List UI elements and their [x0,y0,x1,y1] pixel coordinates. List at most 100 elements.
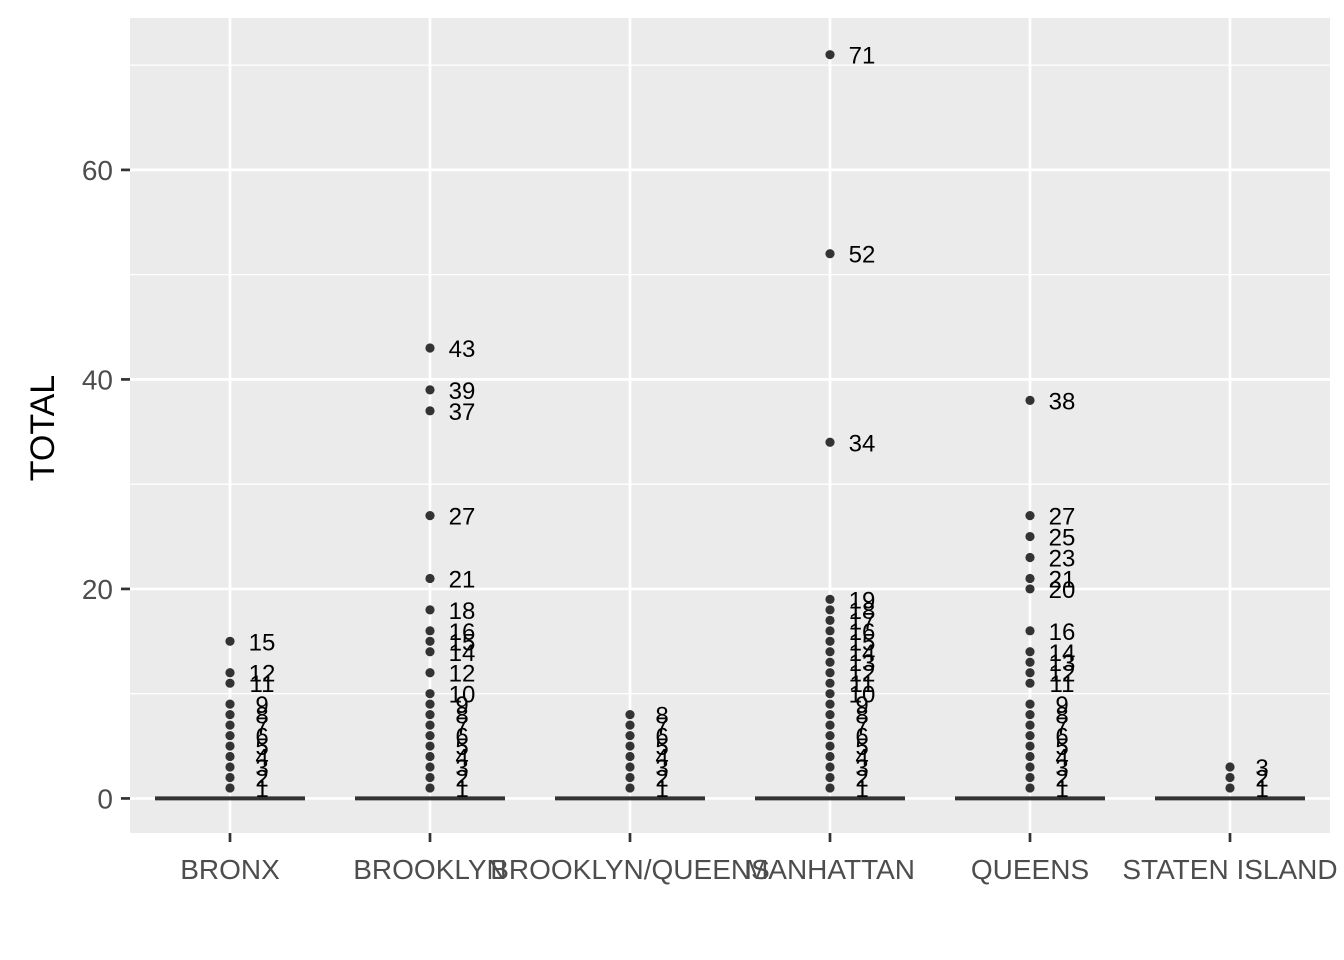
point-labels: 1234567891112151234567891012141516182127… [249,43,1269,803]
outlier-point [625,783,635,793]
outlier-label: 18 [849,598,876,625]
outlier-point [825,594,835,604]
outlier-label: 2 [455,765,468,792]
outlier-label: 7 [855,713,868,740]
outlier-label: 6 [855,724,868,751]
outlier-point [825,626,835,636]
outlier-label: 34 [849,430,876,457]
outlier-label: 16 [849,619,876,646]
outlier-point [225,636,235,646]
outlier-label: 6 [655,724,668,751]
outlier-point [425,510,435,521]
outlier-label: 6 [255,724,268,751]
outlier-point [425,385,435,395]
outlier-point [425,783,435,793]
outlier-label: 12 [449,661,476,688]
outlier-label: 2 [1255,765,1268,792]
y-axis: 0 20 40 60 [82,155,130,814]
outlier-label: 5 [1055,734,1068,761]
outlier-point [425,605,435,615]
outlier-label: 27 [1049,504,1076,531]
outlier-label: 52 [849,242,876,269]
outlier-label: 4 [455,745,468,772]
outlier-point [625,710,635,720]
outlier-label: 6 [455,724,468,751]
outlier-label: 37 [449,399,476,426]
y-tick-label: 60 [82,155,113,186]
outlier-point [1025,626,1035,636]
outlier-point [825,741,835,751]
outlier-label: 43 [449,336,476,363]
outlier-label: 9 [255,692,268,719]
outlier-point [825,615,835,625]
outlier-label: 3 [455,755,468,782]
outlier-label: 2 [255,765,268,792]
outlier-point [1025,584,1035,594]
outlier-point [825,699,835,709]
outlier-label: 16 [1049,619,1076,646]
outlier-point [1025,647,1035,657]
outlier-point [425,741,435,751]
outlier-label: 19 [849,587,876,614]
outlier-point [225,772,235,783]
y-axis-title: TOTAL [24,375,62,481]
outlier-point [1225,772,1235,783]
outlier-label: 21 [1049,566,1076,593]
outlier-label: 21 [449,566,476,593]
outlier-point [825,762,835,772]
outlier-label: 10 [449,682,476,709]
outlier-point [1025,730,1035,741]
x-tick-label: BROOKLYN/QUEENS [490,854,770,885]
outlier-point [225,720,235,730]
outlier-point [825,783,835,793]
outlier-label: 15 [449,629,476,656]
outlier-point [1025,720,1035,730]
outlier-point [425,699,435,709]
outlier-label: 3 [255,755,268,782]
outlier-label: 17 [849,608,876,635]
outlier-label: 13 [849,650,876,677]
outlier-point [425,751,435,762]
outlier-label: 14 [849,640,876,667]
outlier-point [225,668,235,678]
outlier-point [625,720,635,730]
outlier-point [425,710,435,720]
outlier-point [1025,531,1035,542]
outlier-point [1025,395,1035,405]
outlier-point [625,772,635,783]
outlier-label: 20 [1049,577,1076,604]
outlier-point [825,636,835,646]
outlier-label: 1 [255,776,268,803]
x-tick-label: QUEENS [971,854,1089,885]
outlier-label: 8 [455,703,468,730]
outlier-label: 5 [455,734,468,761]
outlier-label: 8 [1055,703,1068,730]
outlier-point [1025,772,1035,783]
outlier-label: 12 [249,661,276,688]
outlier-label: 13 [1049,650,1076,677]
outlier-point [425,636,435,646]
outlier-point [425,647,435,657]
outlier-points [225,50,1235,793]
outlier-label: 12 [849,661,876,688]
outlier-label: 4 [855,745,868,772]
outlier-label: 23 [1049,545,1076,572]
outlier-point [425,730,435,741]
outlier-label: 12 [1049,661,1076,688]
outlier-point [225,741,235,751]
outlier-point [225,699,235,709]
outlier-point [825,751,835,762]
outlier-point [1025,741,1035,751]
outlier-label: 15 [249,629,276,656]
outlier-label: 38 [1049,388,1076,415]
outlier-label: 4 [1055,745,1068,772]
outlier-label: 71 [849,43,876,70]
outlier-label: 1 [655,776,668,803]
outlier-label: 16 [449,619,476,646]
x-tick-label: STATEN ISLAND [1122,854,1337,885]
outlier-label: 1 [1255,776,1268,803]
outlier-point [425,406,435,416]
outlier-label: 3 [1255,755,1268,782]
outlier-point [1025,552,1035,563]
